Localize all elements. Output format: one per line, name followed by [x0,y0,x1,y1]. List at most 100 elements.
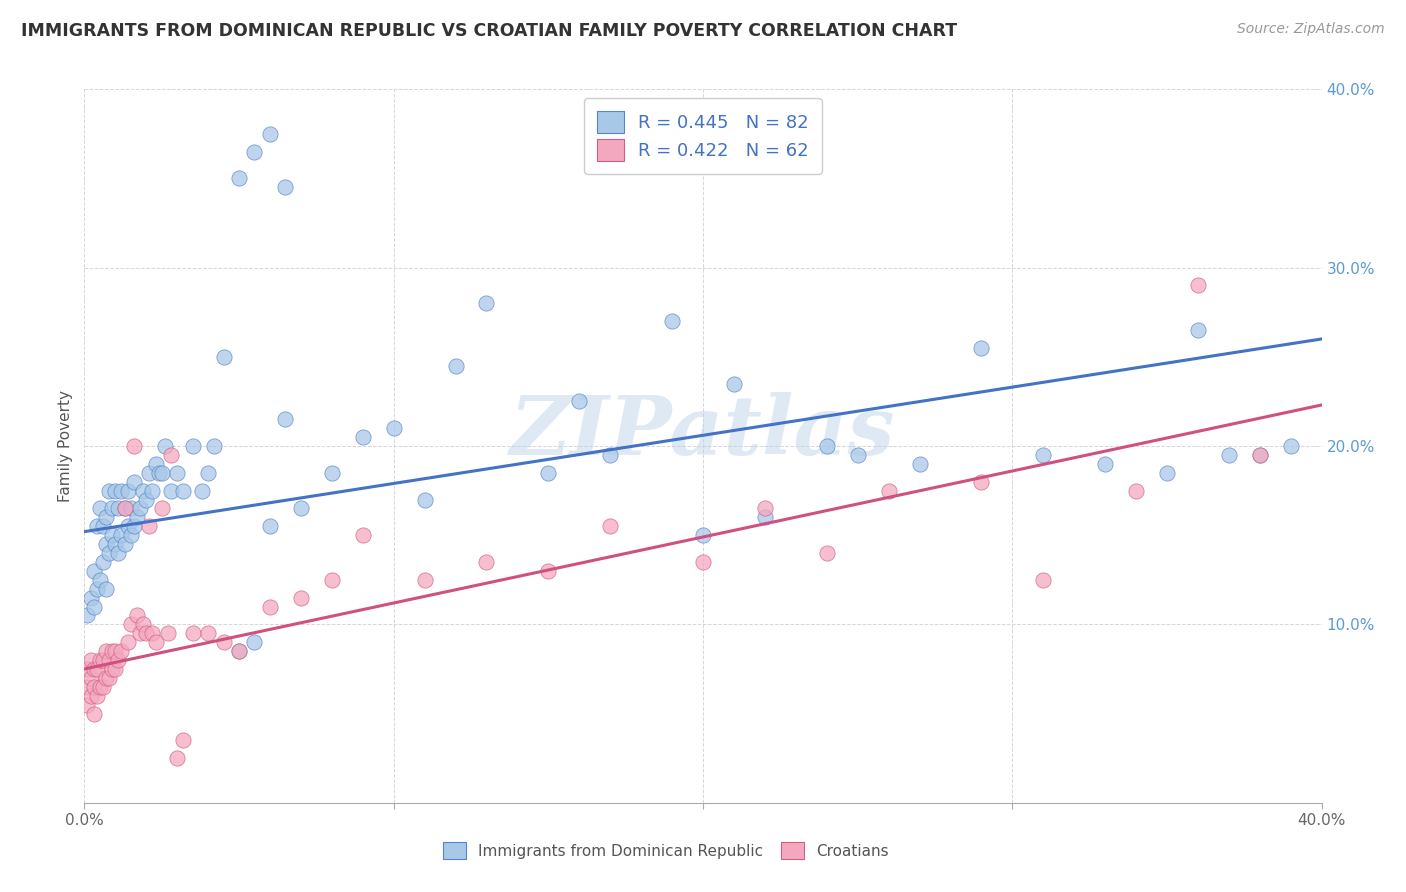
Point [83,599,105,614]
Point [117,483,139,498]
Point [141,483,163,498]
Point [413,573,436,587]
Point [290,501,312,516]
Point [599,519,621,533]
Point [91,680,114,694]
Point [125,510,148,524]
Point [98,546,121,560]
Point [145,635,167,649]
Point [444,359,467,373]
Point [815,439,838,453]
Point [259,519,281,533]
Point [89,501,111,516]
Point [91,519,114,533]
Point [352,430,374,444]
Point [352,528,374,542]
Point [166,751,188,765]
Point [101,501,124,516]
Point [191,483,214,498]
Point [94,582,117,596]
Point [1187,278,1209,293]
Point [212,635,235,649]
Y-axis label: Family Poverty: Family Poverty [58,390,73,502]
Point [1032,448,1054,462]
Point [197,466,219,480]
Point [76,698,98,712]
Point [89,573,111,587]
Point [148,466,170,480]
Point [101,644,124,658]
Point [815,546,838,560]
Point [94,671,117,685]
Point [290,591,312,605]
Point [79,653,101,667]
Point [114,501,136,516]
Point [138,466,160,480]
Point [86,662,108,676]
Point [91,653,114,667]
Point [413,492,436,507]
Point [76,662,98,676]
Point [259,127,281,141]
Point [104,483,127,498]
Point [228,644,250,658]
Point [754,510,776,524]
Point [1279,439,1302,453]
Point [243,635,266,649]
Point [98,671,121,685]
Point [101,662,124,676]
Point [76,608,98,623]
Point [475,296,498,310]
Point [101,528,124,542]
Point [1187,323,1209,337]
Point [122,475,145,489]
Text: IMMIGRANTS FROM DOMINICAN REPUBLIC VS CROATIAN FAMILY POVERTY CORRELATION CHART: IMMIGRANTS FROM DOMINICAN REPUBLIC VS CR… [21,22,957,40]
Point [321,573,343,587]
Point [197,626,219,640]
Point [86,689,108,703]
Point [160,483,183,498]
Point [79,671,101,685]
Point [181,439,204,453]
Point [83,706,105,721]
Point [138,519,160,533]
Point [274,180,297,194]
Point [1218,448,1240,462]
Point [228,171,250,186]
Point [89,680,111,694]
Point [1032,573,1054,587]
Point [104,537,127,551]
Point [91,555,114,569]
Point [89,653,111,667]
Point [107,546,129,560]
Point [970,475,993,489]
Point [274,412,297,426]
Point [166,466,188,480]
Point [661,314,683,328]
Point [537,466,560,480]
Point [568,394,591,409]
Point [86,582,108,596]
Point [122,519,145,533]
Point [754,501,776,516]
Point [129,626,152,640]
Legend: Immigrants from Dominican Republic, Croatians: Immigrants from Dominican Republic, Croa… [434,835,897,866]
Point [132,617,155,632]
Point [135,626,157,640]
Point [599,448,621,462]
Point [160,448,183,462]
Point [114,537,136,551]
Point [723,376,745,391]
Point [1125,483,1147,498]
Point [475,555,498,569]
Point [1156,466,1178,480]
Point [150,501,173,516]
Point [321,466,343,480]
Point [79,689,101,703]
Point [94,644,117,658]
Point [104,662,127,676]
Point [110,483,132,498]
Text: ZIPatlas: ZIPatlas [510,392,896,472]
Point [117,519,139,533]
Point [122,439,145,453]
